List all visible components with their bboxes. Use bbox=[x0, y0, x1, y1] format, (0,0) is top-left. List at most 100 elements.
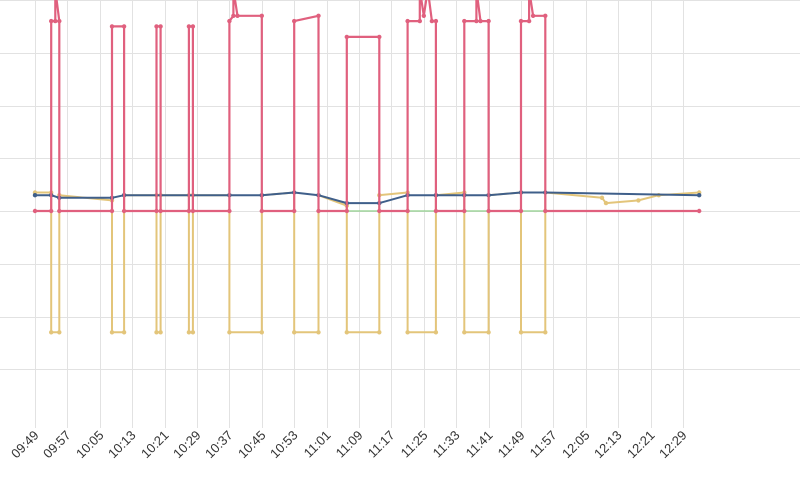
data-point-pink[interactable] bbox=[190, 208, 196, 214]
series-line-gold bbox=[35, 191, 700, 334]
x-tick-label: 11:17 bbox=[365, 428, 398, 461]
data-point-pink[interactable] bbox=[259, 13, 264, 18]
data-point-pink[interactable] bbox=[49, 208, 54, 214]
data-point-pink[interactable] bbox=[478, 18, 483, 24]
data-point-gold[interactable] bbox=[49, 330, 54, 335]
data-point-pink[interactable] bbox=[405, 208, 410, 214]
data-point-pink[interactable] bbox=[154, 24, 159, 29]
series-pink bbox=[32, 0, 702, 214]
data-point-gold[interactable] bbox=[154, 330, 159, 335]
data-point-gold[interactable] bbox=[158, 330, 163, 335]
data-point-pink[interactable] bbox=[518, 208, 524, 214]
data-point-pink[interactable] bbox=[259, 208, 264, 214]
data-point-pink[interactable] bbox=[377, 34, 382, 40]
data-point-pink[interactable] bbox=[57, 18, 62, 24]
data-point-pink[interactable] bbox=[109, 24, 115, 29]
data-point-gold[interactable] bbox=[121, 330, 127, 335]
series-group bbox=[32, 0, 702, 335]
data-point-navy[interactable] bbox=[32, 193, 38, 198]
data-point-gold[interactable] bbox=[405, 330, 410, 335]
data-point-pink[interactable] bbox=[292, 208, 297, 214]
x-tick-label: 12:29 bbox=[656, 428, 690, 462]
data-point-pink[interactable] bbox=[526, 18, 532, 24]
data-point-pink[interactable] bbox=[697, 208, 702, 214]
data-point-gold[interactable] bbox=[636, 198, 641, 203]
data-point-gold[interactable] bbox=[377, 330, 382, 335]
grid bbox=[0, 0, 800, 428]
data-point-pink[interactable] bbox=[530, 13, 536, 18]
data-point-pink[interactable] bbox=[227, 18, 232, 24]
data-point-pink[interactable] bbox=[518, 18, 524, 24]
x-tick-label: 10:13 bbox=[105, 428, 139, 462]
data-point-pink[interactable] bbox=[32, 208, 38, 214]
data-point-pink[interactable] bbox=[421, 13, 426, 18]
data-point-pink[interactable] bbox=[186, 24, 192, 29]
data-point-gold[interactable] bbox=[518, 330, 524, 335]
data-point-pink[interactable] bbox=[53, 18, 58, 24]
data-point-pink[interactable] bbox=[316, 208, 321, 214]
data-point-pink[interactable] bbox=[543, 208, 548, 214]
data-point-gold[interactable] bbox=[599, 195, 605, 200]
data-point-gold[interactable] bbox=[259, 330, 264, 335]
data-point-gold[interactable] bbox=[462, 330, 467, 335]
data-point-gold[interactable] bbox=[109, 330, 115, 335]
data-point-pink[interactable] bbox=[486, 18, 491, 24]
data-point-gold[interactable] bbox=[190, 330, 196, 335]
data-point-gold[interactable] bbox=[186, 330, 192, 335]
x-tick-label: 12:21 bbox=[624, 428, 658, 462]
data-point-pink[interactable] bbox=[231, 13, 236, 18]
x-tick-label: 10:53 bbox=[267, 428, 301, 462]
data-point-gold[interactable] bbox=[227, 330, 232, 335]
data-point-pink[interactable] bbox=[57, 208, 62, 214]
data-point-pink[interactable] bbox=[121, 208, 127, 214]
data-point-gold[interactable] bbox=[603, 200, 609, 206]
data-point-gold[interactable] bbox=[292, 330, 297, 335]
x-tick-label: 09:49 bbox=[8, 428, 42, 462]
x-tick-label: 11:01 bbox=[301, 428, 334, 461]
data-point-pink[interactable] bbox=[543, 13, 548, 18]
data-point-pink[interactable] bbox=[474, 18, 479, 24]
data-point-pink[interactable] bbox=[158, 208, 163, 214]
data-point-gold[interactable] bbox=[57, 330, 62, 335]
series-line-pink bbox=[35, 0, 700, 213]
data-point-pink[interactable] bbox=[344, 208, 349, 214]
x-tick-label: 11:25 bbox=[398, 428, 431, 461]
data-point-pink[interactable] bbox=[158, 24, 163, 29]
x-tick-label: 11:57 bbox=[527, 428, 560, 461]
x-tick-label: 12:05 bbox=[559, 428, 593, 462]
x-tick-label: 11:49 bbox=[495, 428, 528, 461]
data-point-pink[interactable] bbox=[429, 18, 435, 24]
data-point-pink[interactable] bbox=[417, 18, 422, 24]
data-point-pink[interactable] bbox=[190, 24, 196, 29]
data-point-pink[interactable] bbox=[292, 18, 297, 24]
x-tick-label: 09:57 bbox=[40, 428, 74, 462]
data-point-pink[interactable] bbox=[462, 18, 467, 24]
data-point-pink[interactable] bbox=[235, 13, 240, 18]
data-point-pink[interactable] bbox=[154, 208, 159, 214]
data-point-gold[interactable] bbox=[543, 330, 548, 335]
x-tick-label: 11:33 bbox=[430, 428, 463, 461]
data-point-pink[interactable] bbox=[377, 208, 382, 214]
data-point-pink[interactable] bbox=[433, 208, 439, 214]
data-point-gold[interactable] bbox=[316, 330, 321, 335]
data-point-pink[interactable] bbox=[49, 18, 54, 24]
data-point-pink[interactable] bbox=[433, 18, 439, 24]
data-point-gold[interactable] bbox=[344, 330, 349, 335]
data-point-pink[interactable] bbox=[462, 208, 467, 214]
data-point-pink[interactable] bbox=[405, 18, 410, 24]
data-point-gold[interactable] bbox=[433, 330, 439, 335]
x-tick-label: 11:41 bbox=[463, 428, 496, 461]
data-point-pink[interactable] bbox=[486, 208, 491, 214]
x-tick-label: 10:05 bbox=[73, 428, 107, 462]
data-point-gold[interactable] bbox=[486, 330, 491, 335]
data-point-pink[interactable] bbox=[316, 13, 321, 18]
data-point-pink[interactable] bbox=[186, 208, 192, 214]
data-point-pink[interactable] bbox=[121, 24, 127, 29]
data-point-pink[interactable] bbox=[227, 208, 232, 214]
data-point-pink[interactable] bbox=[344, 34, 349, 40]
data-point-pink[interactable] bbox=[109, 208, 115, 214]
data-point-navy[interactable] bbox=[697, 193, 702, 198]
